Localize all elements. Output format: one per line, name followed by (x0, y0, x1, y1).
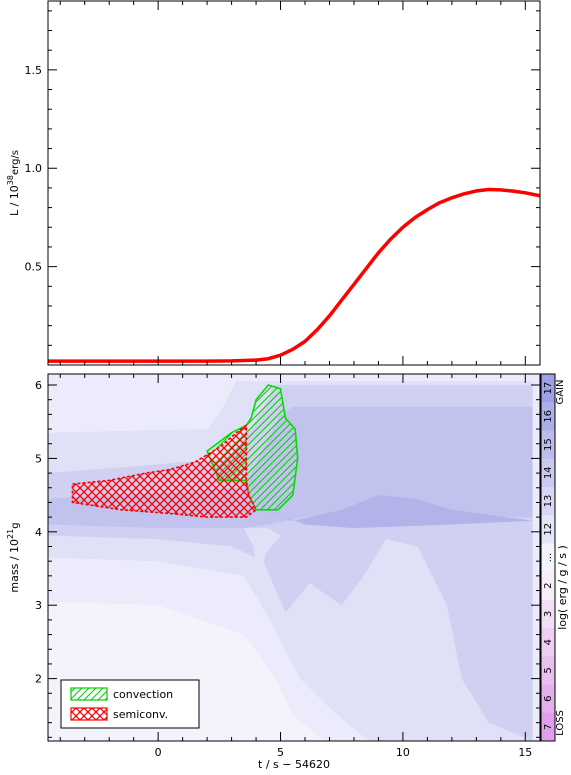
luminosity-series-line (48, 187, 540, 363)
colorbar-tick-label: 14 (543, 466, 554, 479)
colorbar-tick-label: 5 (543, 667, 554, 673)
time-x-tick-label: 0 (155, 746, 162, 759)
time-x-tick-labels: 0 5 10 15 (155, 746, 533, 759)
luminosity-panel: 0.5 1.0 1.5 L / 1038erg/s (6, 0, 541, 366)
colorbar-tick-label: 7 (543, 724, 554, 730)
luminosity-curve-layer (48, 187, 540, 363)
colorbar-gain-cell (541, 430, 555, 460)
colorbar-loss-cell (541, 712, 555, 742)
colorbar-frame (540, 373, 556, 742)
mass-y-tick-label: 2 (35, 673, 42, 686)
colorbar: 17 16 15 14 13 12... 2 3 4 5 6 7 GAIN LOSS log( erg… (540, 373, 569, 742)
colorbar-gain-cell (541, 402, 555, 431)
mass-y-label-base: mass / 10 (8, 539, 21, 593)
time-x-axis-label: t / s − 54620 (258, 758, 330, 771)
colorbar-loss-cell (541, 571, 555, 601)
colorbar-tick-label: 15 (543, 438, 554, 451)
mass-y-tick-label: 4 (35, 526, 42, 539)
luminosity-y-label-unit: erg/s (10, 150, 21, 175)
colorbar-loss-label: LOSS (555, 710, 566, 736)
mass-y-tick-label: 3 (35, 599, 42, 612)
legend-swatch-semiconvection (70, 707, 108, 721)
colorbar-tick-label: 6 (543, 695, 554, 701)
mass-y-tick-label: 6 (35, 379, 42, 392)
energy-plot-frame (47, 373, 541, 742)
colorbar-gain-cell (541, 486, 555, 516)
luminosity-ticks (48, 1, 540, 365)
colorbar-tick-label: 3 (543, 611, 554, 617)
colorbar-gain-cell (541, 515, 555, 544)
luminosity-y-label-base: L / 10 (8, 185, 21, 216)
time-x-tick-label: 5 (277, 746, 284, 759)
colorbar-tick-label: 16 (543, 410, 554, 423)
mass-y-tick-label: 5 (35, 452, 42, 465)
colorbar-tick-label: 13 (543, 495, 554, 508)
luminosity-plot-frame (47, 0, 541, 366)
colorbar-tick-label: ... (543, 553, 554, 563)
heatmap-region-level-12 (243, 528, 281, 584)
time-x-tick-label: 10 (396, 746, 410, 759)
colorbar-tick-label: 17 (543, 382, 554, 395)
semiconvection-zone (71, 423, 258, 518)
legend-label-convection: convection (113, 688, 173, 701)
luminosity-y-tick-label: 1.5 (25, 64, 43, 77)
legend: convection semiconv. (60, 679, 200, 729)
colorbar-tick-labels: 17 16 15 14 13 12... 2 3 4 5 6 7 (543, 382, 554, 730)
colorbar-gain-cell (541, 374, 555, 403)
luminosity-y-tick-label: 0.5 (25, 261, 43, 274)
luminosity-y-axis-label: L / 1038erg/s (6, 150, 21, 216)
luminosity-y-tick-label: 1.0 (25, 162, 43, 175)
heatmap-region-level-15 (256, 495, 533, 529)
mass-y-axis-label: mass / 1021g (6, 522, 21, 592)
time-x-tick-label: 15 (518, 746, 532, 759)
mass-y-label-unit: g (10, 522, 21, 528)
colorbar-loss-cell (541, 684, 555, 714)
colorbar-tick-label: 2 (543, 583, 554, 589)
legend-swatch-convection (70, 687, 108, 701)
colorbar-tick-label: 12 (543, 523, 554, 536)
colorbar-loss-cell (541, 628, 555, 657)
colorbar-gain-cell (541, 458, 555, 488)
colorbar-gain-cell (541, 543, 555, 573)
legend-label-semiconvection: semiconv. (113, 708, 168, 721)
colorbar-loss-cell (541, 599, 555, 629)
mass-y-label-exponent: 21 (6, 529, 15, 539)
colorbar-cells (541, 374, 555, 742)
luminosity-y-label-exponent: 38 (6, 175, 15, 185)
energy-ticks (48, 374, 540, 741)
mass-y-tick-labels: 2 3 4 5 6 (35, 379, 42, 686)
luminosity-y-tick-labels: 0.5 1.0 1.5 (25, 64, 43, 274)
mixing-zones (71, 384, 299, 518)
colorbar-gain-label: GAIN (555, 379, 566, 404)
colorbar-title: log( erg / g / s ) (556, 545, 569, 630)
colorbar-loss-cell (541, 656, 555, 686)
colorbar-tick-label: 4 (543, 639, 554, 645)
